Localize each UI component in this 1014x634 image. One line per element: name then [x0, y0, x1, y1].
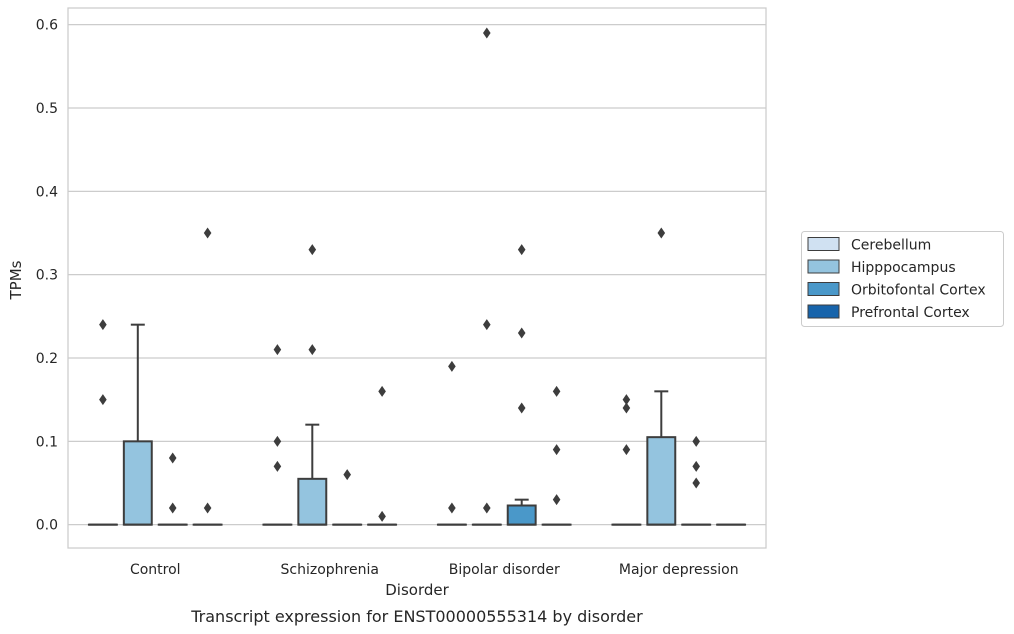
outlier-point: [378, 385, 386, 397]
legend-label: Cerebellum: [851, 238, 931, 254]
legend-label: Hipppocampus: [851, 260, 956, 276]
outlier-point: [552, 385, 561, 397]
x-tick-label: Control: [130, 562, 181, 578]
plot-frame: [67, 7, 767, 549]
outlier-point: [99, 319, 107, 331]
box: [506, 504, 537, 526]
legend-swatch: [807, 304, 840, 319]
legend-frame: [801, 231, 1004, 327]
outlier-point: [517, 402, 526, 414]
box-group: [87, 319, 118, 526]
outlier-point: [622, 444, 631, 456]
outlier-point: [308, 244, 317, 256]
outlier-point: [203, 502, 212, 514]
x-axis-ticks: Control Schizophrenia Bipolar disorder Majo…: [130, 562, 739, 578]
x-tick-label: Bipolar disorder: [449, 562, 560, 578]
box-group: [262, 344, 293, 526]
legend: Cerebellum Hipppocampus Orbitofontal Corte…: [801, 231, 1004, 327]
outlier-point: [273, 460, 282, 472]
legend-swatch: [807, 282, 840, 296]
outlier-point: [273, 435, 282, 447]
x-axis-label: Disorder: [385, 581, 449, 599]
outlier-point: [168, 502, 177, 514]
outlier-point: [378, 510, 386, 522]
outlier-point: [692, 460, 700, 472]
box-group: [681, 435, 712, 526]
outlier-point: [308, 344, 317, 356]
y-tick-label: 0.5: [36, 101, 58, 117]
outlier-point: [692, 435, 700, 447]
legend-label: Orbitofontal Cortex: [851, 283, 986, 299]
x-tick-label: Schizophrenia: [281, 562, 379, 578]
box-group: [646, 227, 677, 526]
box-group: [297, 244, 328, 526]
outlier-point: [552, 444, 561, 456]
outlier-point: [483, 27, 491, 39]
box-group: [611, 394, 642, 526]
box-group: [506, 244, 537, 526]
outlier-point: [273, 344, 282, 356]
outlier-point: [448, 502, 456, 514]
legend-swatch: [807, 237, 840, 251]
y-axis-ticks: 0.0 0.1 0.2 0.3 0.4 0.5 0.6: [36, 18, 58, 534]
y-tick-label: 0.0: [36, 518, 58, 534]
outlier-point: [483, 502, 491, 514]
outlier-point: [203, 227, 212, 239]
y-axis-label: TPMs: [7, 260, 25, 300]
box: [646, 436, 677, 526]
y-tick-label: 0.6: [36, 18, 58, 34]
outlier-point: [622, 394, 631, 406]
box-group: [332, 469, 363, 526]
outlier-point: [517, 244, 526, 256]
outlier-point: [692, 477, 700, 489]
box-group: [122, 323, 153, 526]
figure-caption: Transcript expression for ENST0000055531…: [190, 607, 643, 626]
outlier-point: [657, 227, 666, 239]
box: [297, 477, 328, 526]
box-group: [436, 360, 467, 526]
box-group: [157, 452, 188, 526]
legend-label: Prefrontal Cortex: [851, 305, 970, 321]
x-tick-label: Major depression: [619, 562, 739, 578]
outlier-point: [99, 394, 107, 406]
box-group: [367, 385, 398, 526]
outlier-point: [343, 469, 351, 481]
legend-swatch: [807, 259, 840, 274]
y-tick-label: 0.2: [36, 351, 58, 367]
outlier-point: [552, 494, 561, 506]
y-tick-label: 0.1: [36, 434, 58, 450]
outlier-point: [448, 360, 456, 372]
box-plots: [87, 27, 747, 526]
box: [122, 440, 153, 526]
y-tick-label: 0.3: [36, 268, 58, 284]
outlier-point: [483, 319, 491, 331]
box-group: [471, 27, 502, 526]
outlier-point: [517, 327, 526, 339]
outlier-point: [622, 402, 631, 414]
box-group: [192, 227, 223, 526]
y-tick-label: 0.4: [36, 184, 58, 200]
outlier-point: [168, 452, 177, 464]
box-group: [541, 385, 572, 526]
